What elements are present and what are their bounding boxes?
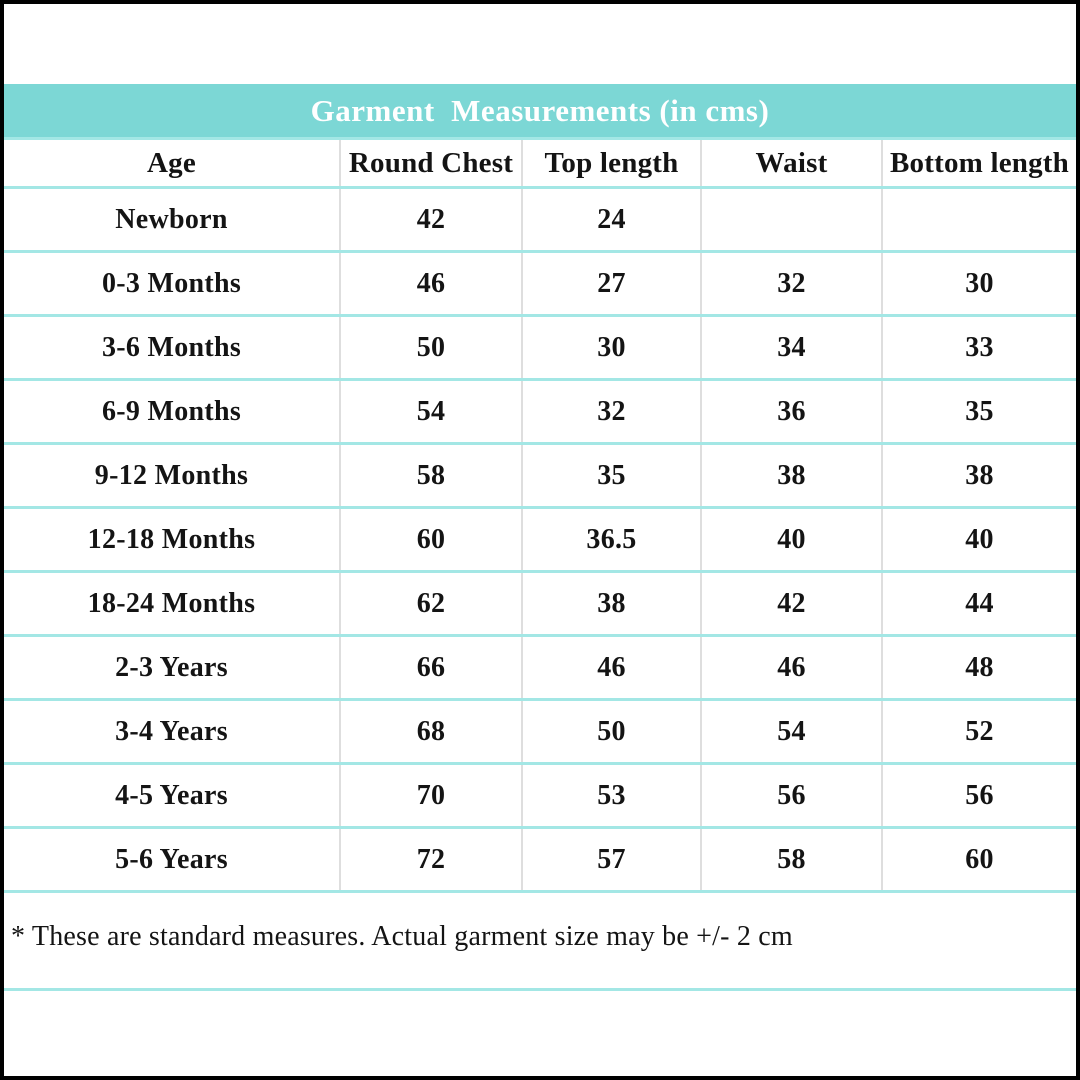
cell-top-length: 38 [521, 571, 701, 636]
cell-waist [700, 187, 882, 252]
cell-waist: 32 [700, 251, 882, 316]
column-header-top-length: Top length [521, 138, 701, 188]
cell-top-length: 53 [521, 763, 701, 828]
table-row-newborn: Newborn 42 24 [4, 187, 1076, 252]
cell-round-chest: 70 [339, 763, 522, 828]
column-header-bottom-length: Bottom length [881, 138, 1076, 188]
cell-bottom-length: 35 [881, 379, 1076, 444]
cell-age: 5-6 Years [115, 843, 228, 875]
cell-waist: 34 [700, 315, 882, 380]
cell-age: 3-6 Months [101, 331, 242, 363]
cell-top-length: 46 [521, 635, 701, 700]
header-row: Age Round Chest Top length Waist Bottom … [4, 138, 1076, 188]
cell-age: Newborn [115, 203, 228, 235]
cell-top-length: 24 [521, 187, 701, 252]
cell-waist: 42 [700, 571, 882, 636]
cell-round-chest: 60 [339, 507, 522, 572]
table-row-0-3-months: 0-3 Months 46 27 32 30 [4, 251, 1076, 316]
cell-age: 18-24 Months [87, 587, 256, 619]
cell-bottom-length: 33 [881, 315, 1076, 380]
cell-bottom-length: 30 [881, 251, 1076, 316]
divider-line [4, 988, 1076, 991]
cell-bottom-length: 40 [881, 507, 1076, 572]
cell-age: 0-3 Months [101, 267, 242, 299]
standard-measures-footnote: * These are standard measures. Actual ga… [11, 921, 793, 952]
cell-bottom-length: 44 [881, 571, 1076, 636]
cell-waist: 36 [700, 379, 882, 444]
cell-round-chest: 72 [339, 827, 522, 892]
cell-top-length: 30 [521, 315, 701, 380]
table-title-band: Garment Measurements (in cms) [4, 84, 1076, 137]
table-row-18-24-months: 18-24 Months 62 38 42 44 [4, 571, 1076, 636]
cell-bottom-length [881, 187, 1076, 252]
cell-bottom-length: 48 [881, 635, 1076, 700]
cell-age: 12-18 Months [87, 523, 256, 555]
cell-top-length: 50 [521, 699, 701, 764]
column-header-age: Age [147, 146, 196, 179]
cell-waist: 58 [700, 827, 882, 892]
table-row-9-12-months: 9-12 Months 58 35 38 38 [4, 443, 1076, 508]
cell-top-length: 35 [521, 443, 701, 508]
cell-round-chest: 50 [339, 315, 522, 380]
cell-waist: 40 [700, 507, 882, 572]
table-row-3-4-years: 3-4 Years 68 50 54 52 [4, 699, 1076, 764]
cell-round-chest: 62 [339, 571, 522, 636]
cell-round-chest: 68 [339, 699, 522, 764]
table-row-3-6-months: 3-6 Months 50 30 34 33 [4, 315, 1076, 380]
cell-age: 9-12 Months [94, 459, 249, 491]
cell-bottom-length: 60 [881, 827, 1076, 892]
cell-waist: 54 [700, 699, 882, 764]
cell-top-length: 57 [521, 827, 701, 892]
cell-round-chest: 42 [339, 187, 522, 252]
column-header-waist: Waist [700, 138, 882, 188]
cell-round-chest: 46 [339, 251, 522, 316]
cell-age: 6-9 Months [101, 395, 242, 427]
cell-bottom-length: 56 [881, 763, 1076, 828]
table-row-12-18-months: 12-18 Months 60 36.5 40 40 [4, 507, 1076, 572]
cell-age: 3-4 Years [115, 715, 228, 747]
cell-top-length: 32 [521, 379, 701, 444]
table-row-6-9-months: 6-9 Months 54 32 36 35 [4, 379, 1076, 444]
table-row-5-6-years: 5-6 Years 72 57 58 60 [4, 827, 1076, 892]
table-row-4-5-years: 4-5 Years 70 53 56 56 [4, 763, 1076, 828]
cell-top-length: 36.5 [521, 507, 701, 572]
cell-bottom-length: 52 [881, 699, 1076, 764]
cell-waist: 56 [700, 763, 882, 828]
cell-top-length: 27 [521, 251, 701, 316]
cell-round-chest: 54 [339, 379, 522, 444]
cell-age: 4-5 Years [115, 779, 228, 811]
cell-round-chest: 58 [339, 443, 522, 508]
table-title: Garment Measurements (in cms) [310, 93, 770, 128]
garment-measurements-table: Age Round Chest Top length Waist Bottom … [4, 137, 1076, 893]
cell-round-chest: 66 [339, 635, 522, 700]
cell-bottom-length: 38 [881, 443, 1076, 508]
cell-age: 2-3 Years [115, 651, 228, 683]
table-row-2-3-years: 2-3 Years 66 46 46 48 [4, 635, 1076, 700]
cell-waist: 38 [700, 443, 882, 508]
cell-waist: 46 [700, 635, 882, 700]
column-header-round-chest: Round Chest [339, 138, 522, 188]
